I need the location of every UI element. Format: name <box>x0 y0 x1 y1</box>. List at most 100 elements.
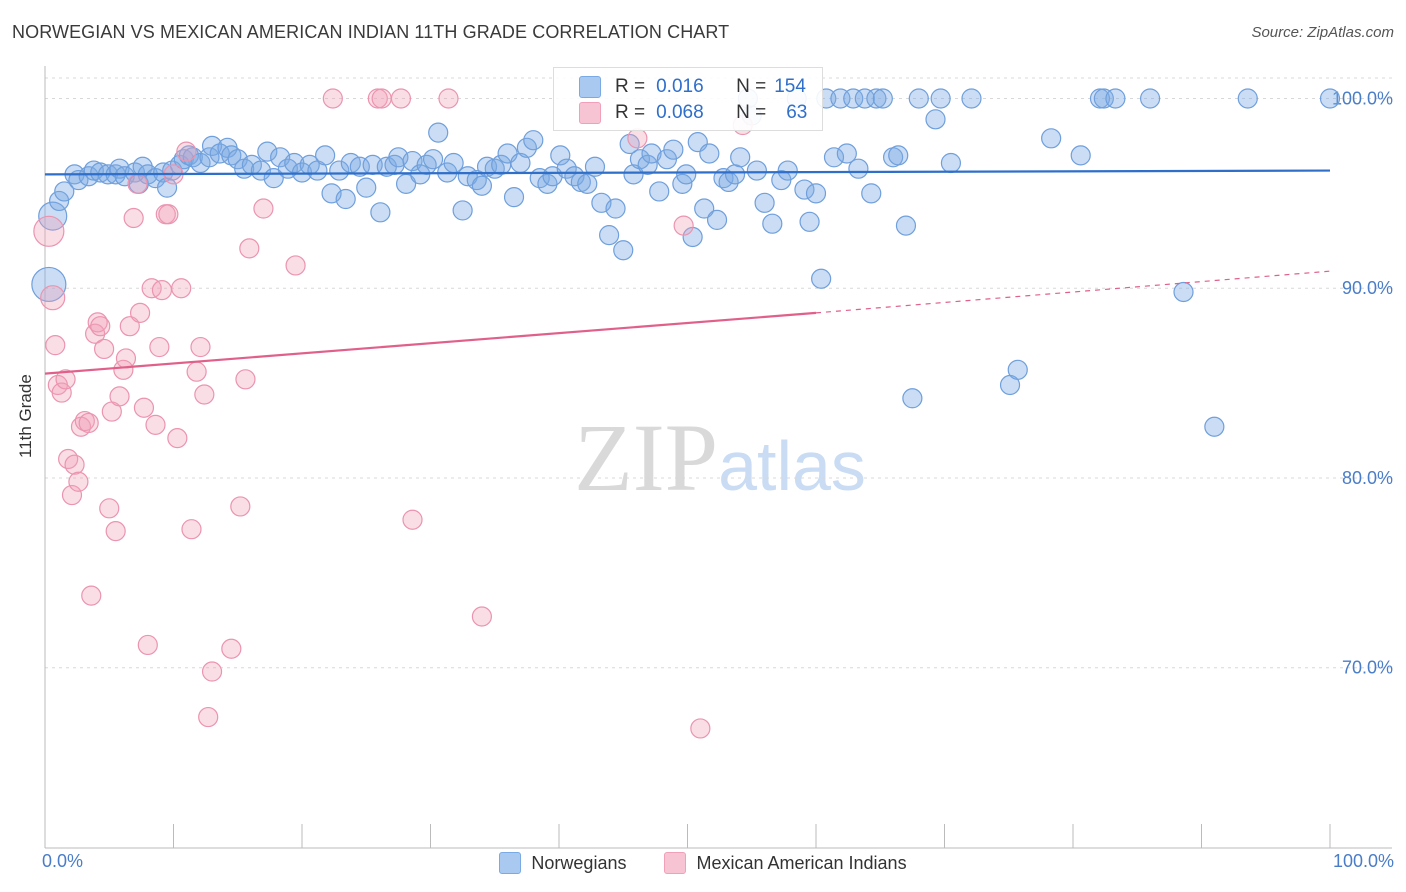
mexican-american-indians-swatch-icon <box>664 852 687 874</box>
norwegian-point <box>564 166 585 187</box>
norwegian-point <box>694 198 715 219</box>
mexican-american-indian-point <box>190 336 211 358</box>
norwegian-point <box>888 145 909 166</box>
mexican-american-indian-point <box>87 312 108 333</box>
norwegian-point <box>641 143 662 164</box>
norwegian-point <box>416 154 437 175</box>
norwegian-point <box>291 162 313 183</box>
mexican-american-indian-point <box>438 88 459 109</box>
norwegian-point <box>908 88 929 109</box>
norwegian-point <box>623 164 644 185</box>
stats-row-mexican-american-indians: R = 0.068 N = 63 <box>554 100 807 126</box>
mexican-american-indian-point <box>198 706 219 728</box>
norwegian-point <box>940 152 962 174</box>
norwegian-point <box>805 183 827 204</box>
norwegian-point <box>613 240 634 261</box>
norwegian-point <box>902 388 923 409</box>
mexican-american-indian-point <box>141 278 162 299</box>
mexican-american-indian-point <box>181 519 202 540</box>
mexican-american-indian-point <box>402 509 423 530</box>
mexican-american-indian-point <box>186 361 207 382</box>
norwegian-point <box>746 160 767 181</box>
norwegian-point <box>777 160 798 181</box>
norwegian-point <box>1041 128 1062 149</box>
mexican-american-indian-point <box>176 141 197 162</box>
norwegian-point <box>356 177 377 198</box>
norwegian-point <box>422 149 444 170</box>
norwegian-point <box>584 156 606 177</box>
n-label: N = <box>736 76 767 97</box>
mexican-american-indian-point <box>145 414 166 435</box>
mexican-american-indian-point <box>471 606 492 627</box>
mexican-american-indian-point <box>690 718 711 739</box>
norwegian-point <box>1093 88 1114 109</box>
mexican-american-indian-point <box>68 471 89 492</box>
stats-row-norwegians: R = 0.016 N = 154 <box>554 74 806 100</box>
mexican-american-indian-point <box>673 215 694 236</box>
legend-item-norwegians: Norwegians <box>499 852 626 874</box>
mexican-american-indian-point <box>90 316 111 337</box>
n-value: 154 <box>774 76 806 97</box>
mexican-american-indian-point <box>627 128 648 149</box>
norwegian-point <box>872 88 893 109</box>
norwegian-point <box>843 88 864 109</box>
mexican-american-indian-point <box>55 369 76 390</box>
norwegian-point <box>38 201 68 231</box>
mexican-american-indian-point <box>78 412 99 434</box>
x-tick-label-min: 0.0% <box>42 851 84 871</box>
norwegian-point <box>637 154 658 175</box>
y-tick-label: 90.0% <box>1342 278 1393 298</box>
norwegian-point <box>724 164 746 185</box>
norwegian-point <box>329 160 350 181</box>
mexican-american-indian-point <box>123 207 144 229</box>
chart-title: NORWEGIAN VS MEXICAN AMERICAN INDIAN 11T… <box>12 22 730 42</box>
r-label: R = <box>615 102 646 123</box>
norwegian-point <box>605 198 626 219</box>
r-value: 0.068 <box>656 102 704 123</box>
mexican-american-indian-point <box>390 88 412 109</box>
norwegian-point <box>349 156 370 177</box>
norwegian-point <box>250 160 271 181</box>
mexican-american-indian-point <box>158 204 179 225</box>
mexican-american-indian-point <box>129 302 151 323</box>
norwegian-point <box>523 130 544 151</box>
mexican-american-indian-point <box>94 338 115 360</box>
mexican-american-indian-point <box>221 638 242 659</box>
norwegian-point <box>428 122 449 143</box>
norwegian-point <box>90 162 111 183</box>
mexican-american-indian-point <box>137 634 158 656</box>
norwegian-point <box>315 145 336 166</box>
source-label: Source: ZipAtlas.com <box>1251 24 1394 41</box>
norwegian-point <box>1204 416 1225 437</box>
mexican-american-indian-point <box>167 428 188 449</box>
norwegian-point <box>1007 359 1028 380</box>
norwegian-point <box>799 211 820 232</box>
legend-item-mexican-american-indians: Mexican American Indians <box>664 852 907 874</box>
stats-legend: R = 0.016 N = 154 R = 0.068 N = 63 <box>553 67 823 131</box>
mexican-american-indian-point <box>105 521 126 542</box>
norwegian-point <box>730 147 751 168</box>
norwegian-point <box>754 192 775 213</box>
mexican-american-indian-point <box>239 238 260 259</box>
mexican-american-indian-point <box>51 382 72 403</box>
norwegian-point <box>854 88 875 109</box>
norwegians-swatch-icon <box>499 852 522 874</box>
norwegian-point <box>335 188 356 210</box>
norwegian-point <box>811 268 832 289</box>
mexican-american-indian-point <box>119 316 140 337</box>
norwegian-point <box>1237 88 1258 109</box>
norwegian-point <box>1070 145 1091 166</box>
mexican-american-indian-point <box>115 348 137 369</box>
norwegian-point <box>54 181 75 202</box>
pink-swatch-icon <box>579 102 601 124</box>
norwegian-point <box>370 202 391 223</box>
norwegian-point <box>925 109 946 130</box>
norwegian-point <box>599 224 620 246</box>
norwegian-point <box>1139 88 1161 109</box>
mexican-american-indian-point <box>201 661 223 682</box>
n-value: 63 <box>786 102 808 123</box>
mexican-american-indian-point <box>81 585 102 606</box>
n-label: N = <box>736 102 767 123</box>
norwegian-point <box>836 143 857 164</box>
norwegian-point <box>503 187 525 208</box>
